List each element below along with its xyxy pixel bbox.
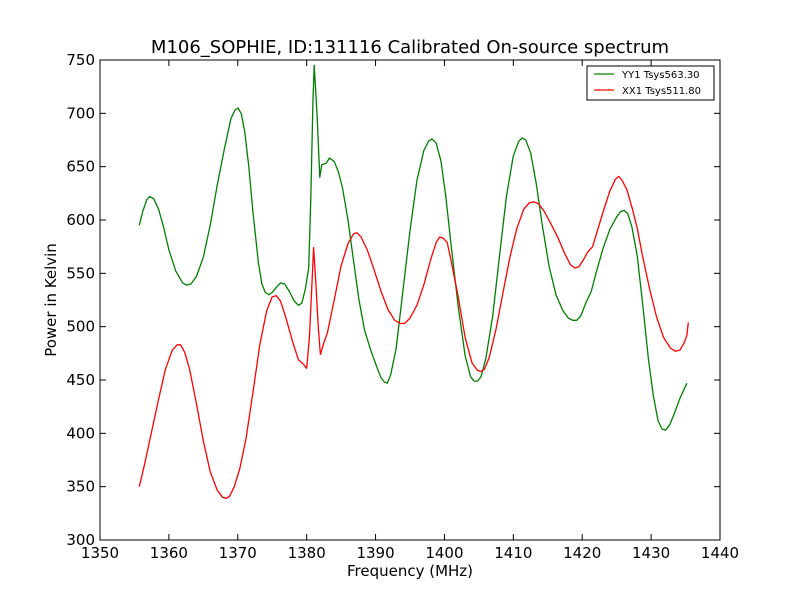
legend-entries: YY1 Tsys563.30 XX1 Tsys511.80	[594, 70, 701, 97]
x-tick-label: 1410	[494, 544, 532, 562]
series-layer	[138, 64, 689, 500]
x-tick-label: 1350	[81, 544, 119, 562]
tick-layer: 1350 1360 1370 1380 1390 1400 1410 1420 1430 1440…	[66, 51, 739, 562]
y-tick-label: 600	[66, 211, 95, 229]
chart-title: M106_SOPHIE, ID:131116 Calibrated On-sou…	[151, 37, 669, 58]
legend-label-1: YY1 Tsys563.30	[621, 70, 700, 81]
x-tick-label: 1370	[219, 544, 257, 562]
y-tick-label: 550	[66, 264, 95, 282]
legend-box	[586, 65, 715, 101]
axes-frame	[99, 59, 721, 541]
legend-label-2: XX1 Tsys511.80	[622, 86, 701, 97]
x-tick-label: 1430	[632, 544, 670, 562]
y-tick-label: 450	[66, 371, 95, 389]
x-tick-label: 1440	[701, 544, 739, 562]
x-axis-label: Frequency (MHz)	[347, 562, 473, 580]
y-axis-label: Power in Kelvin	[42, 243, 60, 357]
series-line-1	[138, 64, 688, 431]
y-tick-label: 400	[66, 424, 95, 442]
x-tick-label: 1400	[425, 544, 463, 562]
y-tick-label: 300	[66, 531, 95, 549]
x-tick-label: 1420	[563, 544, 601, 562]
y-tick-label: 500	[66, 318, 95, 336]
y-tick-label: 350	[66, 478, 95, 496]
x-tick-label: 1360	[150, 544, 188, 562]
series-line-2	[138, 175, 689, 500]
y-tick-label: 650	[66, 158, 95, 176]
y-tick-label: 700	[66, 104, 95, 122]
y-tick-label: 750	[66, 51, 95, 69]
legend: YY1 Tsys563.30 XX1 Tsys511.80	[586, 65, 715, 101]
x-tick-label: 1380	[288, 544, 326, 562]
plot-area: 1350 1360 1370 1380 1390 1400 1410 1420 1430 1440…	[66, 51, 739, 562]
x-tick-label: 1390	[356, 544, 394, 562]
